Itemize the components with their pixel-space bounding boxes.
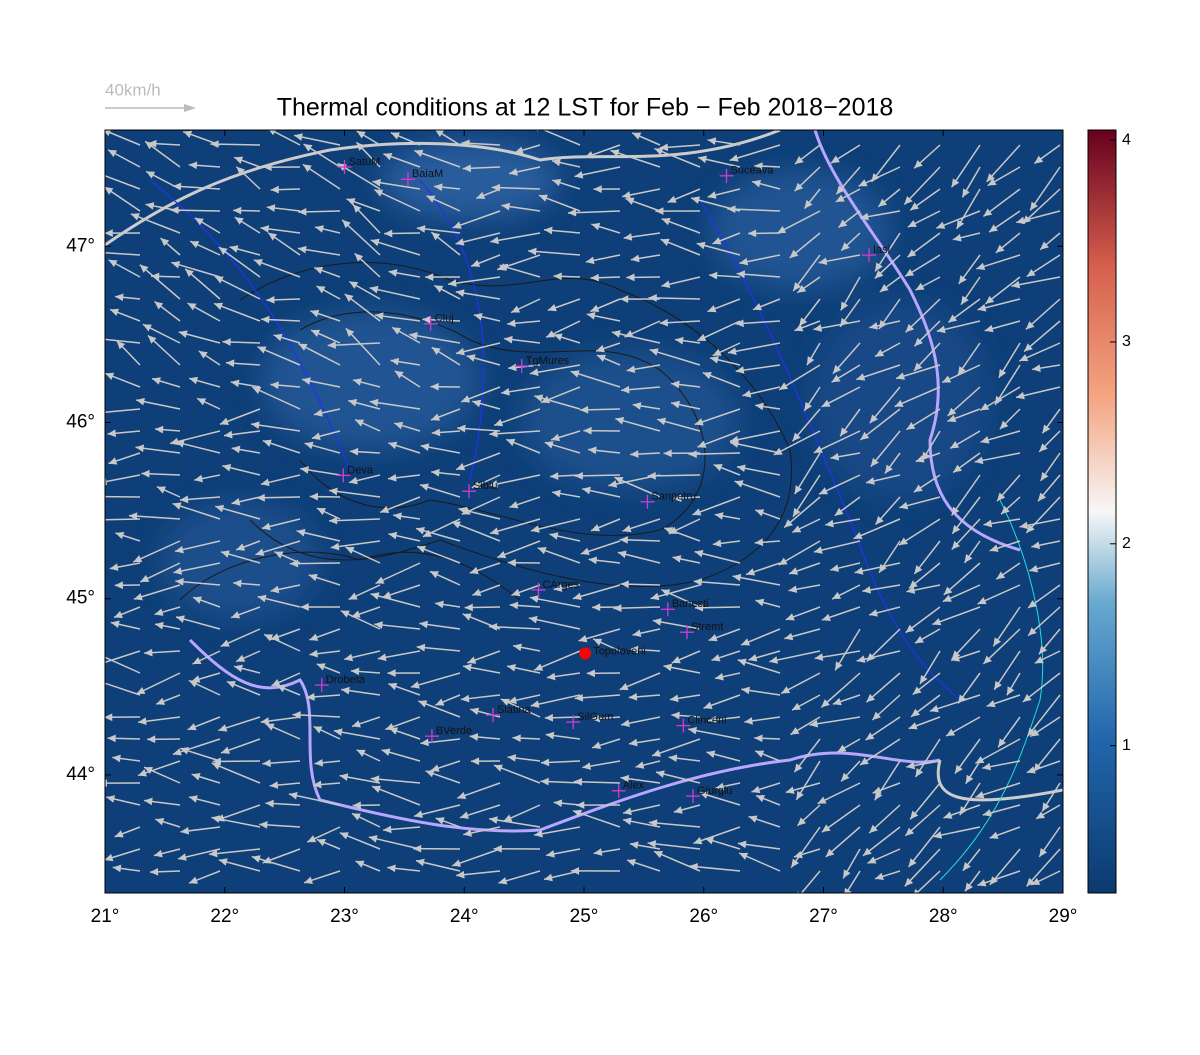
wind-shaft: [90, 496, 140, 497]
city-label: Sibiu: [473, 480, 497, 492]
x-tick-label: 23°: [330, 906, 359, 927]
x-tick-label: 25°: [570, 906, 599, 927]
colorbar-tick-label: 3: [1122, 333, 1131, 350]
x-tick-label: 29°: [1049, 906, 1078, 927]
y-tick-label: 45°: [66, 588, 95, 609]
x-tick-label: 26°: [689, 906, 718, 927]
y-tick-label: 44°: [66, 764, 95, 785]
city-label: Alex: [623, 780, 645, 792]
y-tick-label: 46°: [66, 412, 95, 433]
city-label: Drobeta: [326, 674, 366, 686]
colorbar-tick-label: 4: [1122, 131, 1131, 148]
city-label: Clinceni: [687, 715, 726, 727]
site-label: Topoloveni: [593, 645, 646, 657]
city-label: Cluj: [435, 313, 454, 325]
wind-head: [90, 493, 98, 501]
y-tick-label: 47°: [66, 235, 95, 256]
wind-head: [95, 653, 104, 660]
site-marker: [579, 647, 591, 659]
city-label: Iasi: [873, 244, 890, 256]
wind-head: [95, 249, 103, 257]
wind-head: [93, 335, 101, 343]
wind-head: [98, 478, 107, 486]
city-label: BaiaM: [412, 168, 443, 180]
wind-legend-arrow: [105, 104, 196, 112]
title: Thermal conditions at 12 LST for Feb − F…: [277, 94, 894, 122]
colorbar-tick-label: 1: [1122, 737, 1131, 754]
city-label: Suceava: [731, 165, 775, 177]
colorbar-tick-label: 2: [1122, 535, 1131, 552]
city-label: CArges: [542, 579, 579, 591]
x-tick-label: 21°: [91, 906, 120, 927]
x-tick-label: 24°: [450, 906, 479, 927]
x-tick-label: 27°: [809, 906, 838, 927]
city-label: Deva: [347, 464, 374, 476]
city-label: Banesti: [672, 598, 709, 610]
city-label: SilGum: [577, 711, 613, 723]
city-label: Stremt: [691, 621, 723, 633]
city-label: TgMures: [526, 355, 570, 367]
city-label: Sanpetru: [651, 491, 696, 503]
city-label: SatuM: [349, 156, 381, 168]
wind-head: [94, 171, 103, 178]
x-tick-label: 28°: [929, 906, 958, 927]
wind-legend-label: 40km/h: [105, 80, 161, 99]
city-label: BVerde: [436, 725, 472, 737]
wind-head: [92, 516, 100, 524]
colorbar: [1088, 130, 1116, 893]
city-label: Slatina: [497, 704, 532, 716]
wind-head: [95, 679, 104, 686]
wind-head: [99, 779, 107, 787]
wind-head: [93, 660, 102, 667]
wind-shaft: [92, 519, 140, 520]
city-label: Giurgiu: [697, 785, 732, 797]
x-tick-label: 22°: [210, 906, 239, 927]
